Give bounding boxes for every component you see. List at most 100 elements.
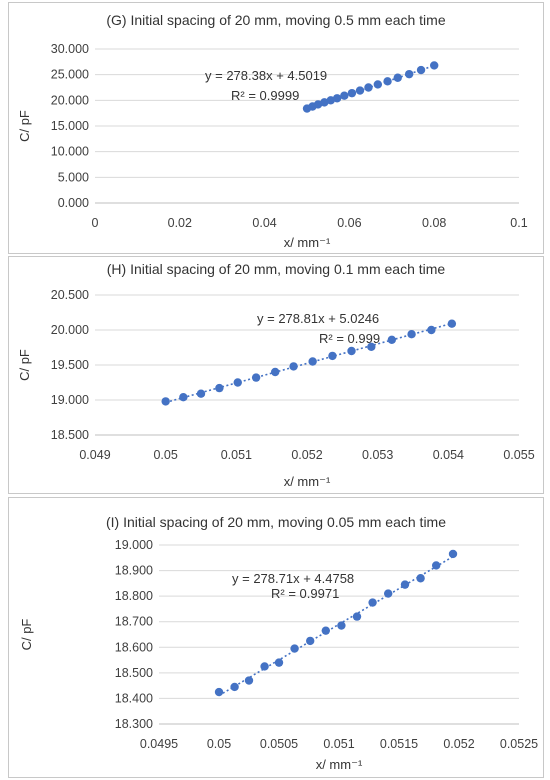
data-point (384, 589, 393, 598)
x-tick-label: 0.049 (79, 448, 110, 462)
data-point (215, 383, 224, 393)
data-point (430, 61, 439, 70)
data-point (308, 357, 317, 366)
chart-title: (H) Initial spacing of 20 mm, moving 0.1… (107, 261, 446, 277)
y-tick-label: 18.700 (115, 615, 153, 629)
data-point (326, 96, 335, 105)
y-tick-label: 18.300 (115, 717, 153, 731)
y-tick-label: 18.900 (115, 564, 153, 578)
x-tick-label: 0.06 (337, 216, 361, 230)
data-point (383, 77, 392, 86)
x-axis-label: x/ mm⁻¹ (284, 235, 331, 250)
y-tick-label: 18.500 (51, 428, 89, 442)
x-tick-label: 0.054 (433, 448, 464, 462)
y-tick-label: 0.000 (58, 196, 89, 210)
data-point (368, 598, 377, 607)
data-point (321, 626, 330, 635)
x-tick-label: 0 (92, 216, 99, 230)
data-point (244, 676, 254, 685)
y-tick-label: 5.000 (58, 170, 89, 184)
y-tick-label: 18.800 (115, 589, 153, 603)
y-tick-label: 18.500 (115, 666, 153, 680)
y-tick-label: 30.000 (51, 42, 89, 56)
x-tick-label: 0.05 (153, 448, 177, 462)
data-point (233, 378, 242, 387)
data-point (373, 80, 383, 89)
data-point (364, 83, 373, 92)
data-point (306, 636, 315, 646)
y-tick-label: 10.000 (51, 145, 89, 159)
r-squared-label: R² = 0.999 (319, 331, 380, 346)
data-point (274, 658, 284, 667)
data-point (214, 687, 224, 697)
x-axis-label: x/ mm⁻¹ (284, 474, 331, 489)
y-tick-label: 18.600 (115, 640, 153, 654)
data-point (347, 88, 357, 98)
x-tick-label: 0.051 (221, 448, 252, 462)
trendline-equation: y = 278.71x + 4.4758 (232, 571, 354, 586)
trendline (218, 555, 454, 697)
chart-title: (G) Initial spacing of 20 mm, moving 0.5… (106, 12, 445, 28)
trendline-equation: y = 278.81x + 5.0246 (257, 311, 379, 326)
x-tick-label: 0.02 (168, 216, 192, 230)
chart-panel-g: (G) Initial spacing of 20 mm, moving 0.5… (8, 2, 544, 254)
chart-panel-h: (H) Initial spacing of 20 mm, moving 0.1… (8, 256, 544, 494)
data-point (347, 346, 356, 356)
data-point (393, 73, 402, 82)
y-tick-label: 18.400 (115, 691, 153, 705)
data-point (387, 335, 396, 344)
x-tick-label: 0.0505 (260, 737, 298, 751)
y-tick-label: 25.000 (51, 68, 89, 82)
x-tick-label: 0.053 (362, 448, 393, 462)
y-tick-label: 19.500 (51, 358, 89, 372)
y-axis-label: C/ pF (17, 110, 32, 142)
y-tick-label: 20.000 (51, 323, 89, 337)
x-tick-label: 0.1 (510, 216, 527, 230)
data-point (352, 612, 362, 621)
data-point (337, 621, 346, 630)
x-tick-label: 0.05 (207, 737, 231, 751)
y-tick-label: 20.500 (51, 288, 89, 302)
x-tick-label: 0.052 (291, 448, 322, 462)
x-tick-label: 0.0495 (140, 737, 178, 751)
data-point (179, 393, 188, 402)
chart-title: (I) Initial spacing of 20 mm, moving 0.0… (106, 514, 446, 530)
x-tick-label: 0.08 (422, 216, 446, 230)
chart-svg: (G) Initial spacing of 20 mm, moving 0.5… (17, 12, 528, 250)
x-tick-label: 0.051 (323, 737, 354, 751)
chart-svg: (I) Initial spacing of 20 mm, moving 0.0… (19, 514, 538, 772)
data-point (289, 362, 298, 371)
data-point (260, 662, 269, 671)
x-axis-label: x/ mm⁻¹ (316, 757, 363, 772)
data-point (271, 367, 280, 377)
x-tick-label: 0.052 (443, 737, 474, 751)
data-point (416, 574, 425, 583)
data-point (196, 389, 206, 398)
data-point (400, 580, 410, 589)
r-squared-label: R² = 0.9999 (231, 88, 299, 103)
x-tick-label: 0.0515 (380, 737, 418, 751)
data-point (404, 69, 414, 79)
y-tick-label: 20.000 (51, 93, 89, 107)
x-tick-label: 0.055 (503, 448, 534, 462)
data-point (340, 91, 349, 100)
data-point (427, 325, 436, 335)
y-tick-label: 19.000 (115, 538, 153, 552)
data-point (251, 373, 261, 382)
trendline-equation: y = 278.38x + 4.5019 (205, 68, 327, 83)
y-tick-label: 19.000 (51, 393, 89, 407)
data-point (407, 330, 416, 339)
data-point (367, 342, 376, 351)
data-point (320, 98, 329, 107)
x-tick-label: 0.0525 (500, 737, 538, 751)
x-tick-label: 0.04 (252, 216, 276, 230)
data-point (332, 94, 342, 103)
data-point (416, 65, 426, 75)
data-point (230, 682, 239, 692)
r-squared-label: R² = 0.9971 (271, 586, 339, 601)
data-point (328, 351, 337, 361)
y-tick-label: 15.000 (51, 119, 89, 133)
data-point (448, 549, 458, 559)
data-point (313, 100, 323, 109)
chart-panel-i: (I) Initial spacing of 20 mm, moving 0.0… (8, 497, 544, 778)
